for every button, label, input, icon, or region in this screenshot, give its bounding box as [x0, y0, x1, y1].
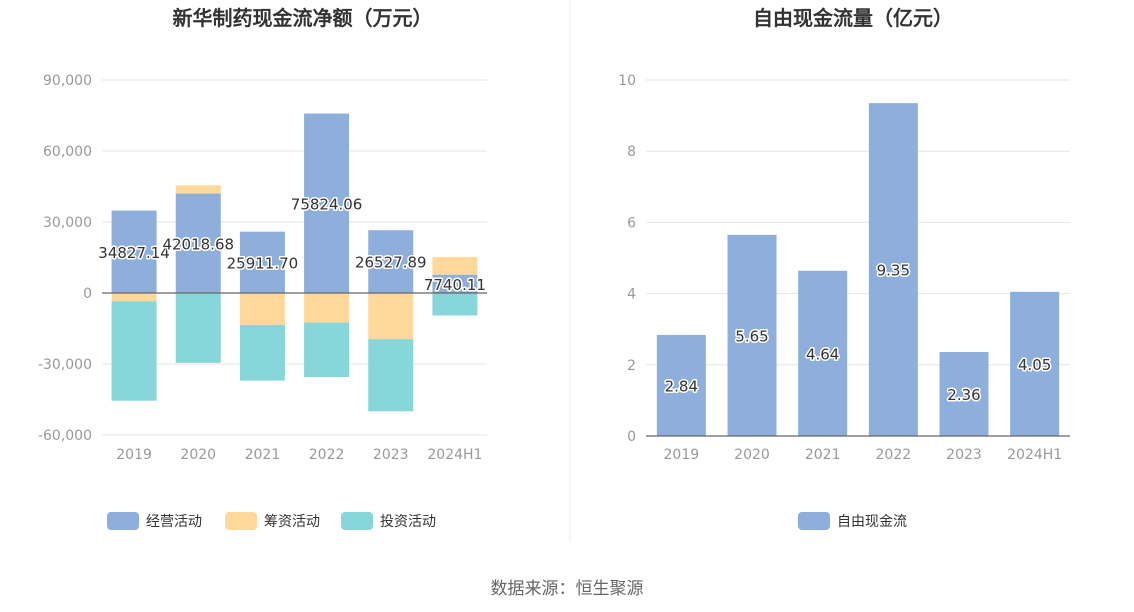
x-tick-label: 2020 — [180, 447, 216, 463]
y-tick-label: 10 — [618, 73, 636, 89]
legend-label: 投资活动 — [380, 514, 436, 530]
bar-segment — [239, 231, 285, 293]
x-tick-label: 2019 — [664, 447, 700, 463]
x-tick-label: 2021 — [805, 447, 841, 463]
x-tick-label: 2023 — [373, 447, 409, 463]
y-tick-label: 2 — [627, 358, 636, 374]
x-tick-label: 2020 — [734, 447, 770, 463]
bar-segment — [111, 210, 157, 293]
data-label: 2.84 — [665, 377, 698, 395]
legend-swatch — [107, 512, 139, 530]
x-tick-label: 2024H1 — [427, 447, 482, 463]
bar — [939, 351, 989, 436]
data-label: 4.64 — [806, 345, 839, 363]
bar-segment — [111, 301, 157, 401]
x-tick-label: 2021 — [245, 447, 281, 463]
y-tick-label: 60,000 — [43, 144, 92, 160]
bar-segment — [368, 230, 414, 293]
data-label: 42018.68 — [162, 235, 234, 253]
x-tick-label: 2022 — [876, 447, 912, 463]
legend-label: 经营活动 — [146, 514, 202, 530]
data-label: 75824.06 — [291, 195, 363, 213]
data-label: 26527.89 — [355, 254, 427, 272]
data-label: 34827.14 — [98, 244, 170, 262]
bar-segment — [175, 185, 221, 194]
bar-segment — [304, 113, 350, 293]
free-cash-flow-chart: 自由现金流量（亿元） 10 8 6 4 2 0 2019 2.84 2020 5.65 2021 4.6… — [618, 6, 1070, 530]
chart-title: 新华制药现金流净额（万元） — [173, 6, 433, 30]
y-tick-label: 4 — [627, 287, 636, 303]
data-source-note: 数据来源：恒生聚源 — [490, 579, 644, 599]
legend-swatch — [341, 512, 373, 530]
data-label: 9.35 — [877, 262, 910, 280]
bar — [727, 234, 777, 436]
bar-segment — [304, 322, 350, 378]
bar-segment — [239, 293, 285, 325]
bar-segment — [368, 293, 414, 340]
bar-segment — [111, 293, 157, 302]
bar-segment — [239, 324, 285, 381]
data-label: 25911.70 — [227, 254, 299, 272]
x-tick-label: 2024H1 — [1007, 447, 1062, 463]
data-label: 5.65 — [735, 327, 768, 345]
y-tick-label: 6 — [627, 215, 636, 231]
y-tick-label: 30,000 — [43, 215, 92, 231]
bar — [798, 270, 848, 436]
chart-title: 自由现金流量（亿元） — [753, 6, 953, 30]
y-tick-label: -60,000 — [38, 428, 92, 444]
bar — [868, 103, 918, 436]
legend-label: 自由现金流 — [837, 514, 907, 530]
bar-segment — [432, 256, 478, 275]
bar-segment — [175, 193, 221, 293]
cash-flow-net-chart: 新华制药现金流净额（万元） 90,000 60,000 30,000 0 -30,000 -… — [38, 6, 487, 530]
bar — [656, 334, 706, 436]
legend-label: 筹资活动 — [264, 513, 320, 530]
y-tick-label: -30,000 — [38, 357, 92, 373]
data-label: 4.05 — [1018, 356, 1051, 374]
legend-swatch — [225, 512, 257, 530]
x-tick-label: 2022 — [309, 447, 345, 463]
bar-segment — [304, 293, 350, 323]
x-tick-label: 2019 — [116, 447, 152, 463]
y-tick-label: 0 — [83, 286, 92, 302]
y-tick-label: 90,000 — [43, 73, 92, 89]
legend-swatch — [798, 512, 830, 530]
y-tick-label: 0 — [627, 429, 636, 445]
y-tick-label: 8 — [627, 144, 636, 160]
data-label: 2.36 — [947, 386, 980, 404]
bar-segment — [432, 274, 478, 293]
bar-segment — [432, 293, 478, 316]
x-tick-label: 2023 — [946, 447, 982, 463]
data-label: 7740.11 — [424, 276, 486, 294]
bar-segment — [175, 293, 221, 363]
bar — [1010, 291, 1060, 436]
bar-segment — [368, 339, 414, 412]
